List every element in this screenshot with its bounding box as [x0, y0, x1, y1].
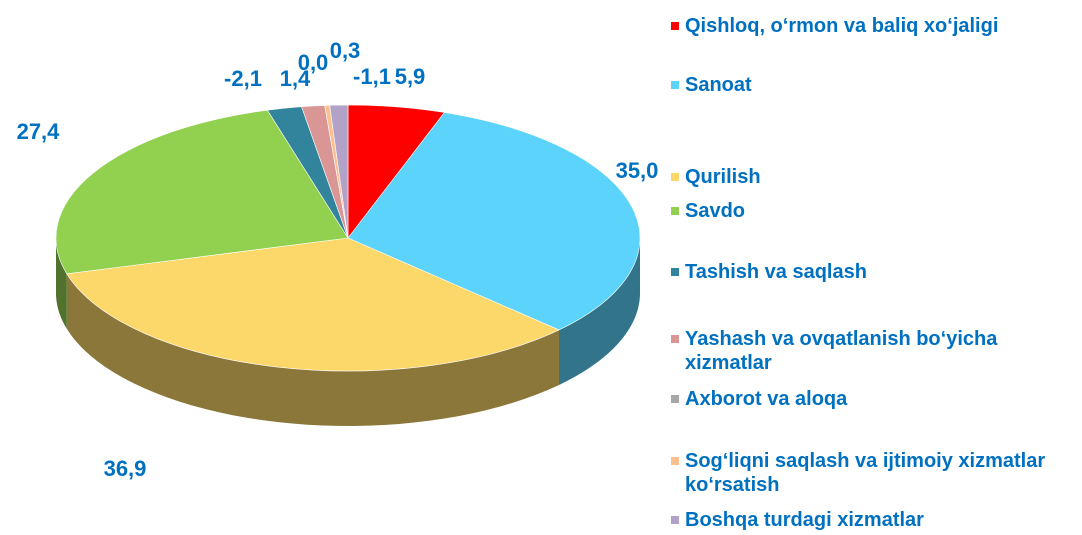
data-label: 0,0 — [298, 50, 329, 75]
legend-label: Sanoat — [685, 74, 752, 96]
data-label: 0,3 — [330, 38, 361, 63]
data-label: 35,0 — [616, 158, 659, 183]
legend-label: Savdo — [685, 200, 746, 222]
legend-item: Tashish va saqlash — [671, 260, 1065, 284]
legend-swatch — [671, 516, 679, 524]
legend-swatch — [671, 173, 679, 181]
legend-item: Axborot va aloqa — [671, 387, 1065, 411]
slice — [329, 104, 349, 239]
legend-item: Yashash va ovqatlanish bo‘yicha xizmatla… — [671, 327, 1065, 375]
slice-side — [558, 238, 640, 385]
legend-swatch — [671, 81, 679, 89]
legend-label: Qishloq, o‘rmon va baliq xo‘jaligi — [685, 15, 999, 37]
data-label: 1,4 — [280, 66, 311, 91]
data-label: 36,9 — [104, 456, 147, 481]
slice — [66, 237, 560, 372]
legend-swatch — [671, 335, 679, 343]
legend-item: Qishloq, o‘rmon va baliq xo‘jaligi — [671, 14, 1065, 38]
legend-item: Sanoat — [671, 73, 1065, 97]
slice — [347, 112, 641, 331]
legend-item: Qurilish — [671, 165, 1065, 189]
legend-label: Axborot va aloqa — [685, 388, 848, 410]
legend-swatch — [671, 22, 679, 30]
legend-item: Sog‘liqni saqlash va ijtimoiy xizmatlar … — [671, 449, 1065, 497]
data-label: 27,4 — [17, 119, 61, 144]
slice — [55, 109, 349, 275]
legend-label: Yashash va ovqatlanish bo‘yicha xizmatla… — [685, 328, 998, 374]
legend-label: Tashish va saqlash — [685, 261, 867, 283]
data-label: -2,1 — [224, 66, 262, 91]
legend-swatch — [671, 207, 679, 215]
data-label: -1,1 — [353, 64, 391, 89]
legend-item: Boshqa turdagi xizmatlar — [671, 508, 1065, 532]
pie-plot: 5,9 35,0 36,9 27,4 -2,1 1,40,0 0,3-1,1 — [17, 38, 659, 481]
data-label: 5,9 — [395, 64, 426, 89]
legend-swatch — [671, 395, 679, 403]
legend-label: Sog‘liqni saqlash va ijtimoiy xizmatlar … — [685, 450, 1046, 496]
legend-label: Boshqa turdagi xizmatlar — [685, 509, 924, 531]
slice-side — [66, 273, 559, 426]
legend-item: Savdo — [671, 199, 1065, 223]
legend-swatch — [671, 457, 679, 465]
legend-label: Qurilish — [685, 166, 761, 188]
legend-swatch — [671, 268, 679, 276]
slice-side — [56, 238, 67, 329]
